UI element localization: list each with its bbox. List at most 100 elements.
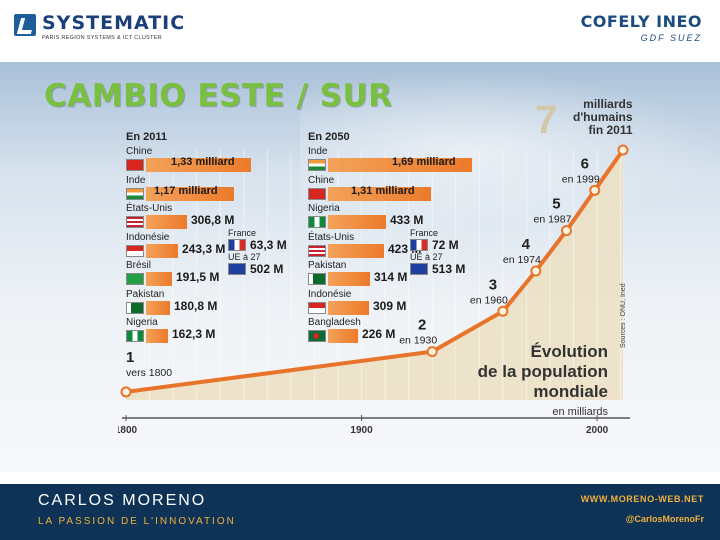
country-row: Indonésie 309 M [308, 289, 538, 317]
population-value: 162,3 M [172, 327, 216, 341]
country-name: Inde [126, 174, 146, 186]
population-value: 243,3 M [182, 241, 226, 256]
population-bar [328, 243, 384, 258]
usa-flag-icon [308, 244, 326, 257]
curve-area [126, 150, 623, 400]
population-value: 309 M [373, 298, 407, 313]
country-name: Chine [126, 146, 153, 157]
seven-caption-line-2: d'humains [573, 110, 633, 124]
milestone-point [560, 225, 572, 237]
population-value: 226 M [362, 327, 396, 341]
china-flag-icon [308, 187, 326, 200]
country-row: Bangladesh 226 M [308, 317, 538, 345]
population-value: 433 M [390, 213, 424, 227]
x-axis-tick-label: 2000 [586, 425, 609, 436]
right-france-label: France [410, 228, 439, 238]
milestone-date-label: en 1930 [399, 335, 437, 347]
footer-website: WWW.MORENO-WEB.NET [580, 494, 704, 504]
country-name: Indonésie [126, 231, 170, 243]
country-name: Pakistan [308, 260, 347, 271]
country-name: Indonésie [308, 288, 352, 300]
milestone-point [497, 305, 509, 317]
population-bar [146, 300, 170, 315]
cofely-logo-text: COFELY INEO [580, 12, 702, 31]
country-row: Inde 1,69 milliard [308, 146, 538, 174]
gdf-suez-logo-text: GDF SUEZ [640, 33, 702, 43]
left-france-block: France 63,3 M UE à 27 502 M [228, 228, 318, 276]
evolution-title-line-2: de la population [477, 362, 608, 381]
big-seven-number: 7 [535, 98, 558, 142]
milestone-value-label: 6 [581, 155, 589, 172]
country-name: Brésil [126, 260, 152, 271]
left-france-label: France [228, 228, 257, 238]
source-note: Sources : ONU, Ined [620, 283, 627, 348]
country-row: Nigeria 162,3 M [126, 317, 356, 345]
population-bar [146, 272, 172, 286]
right-ue-label: UE à 27 [410, 252, 443, 262]
systematic-logo-subtitle: PARIS REGION SYSTEMS & ICT CLUSTER [42, 35, 163, 41]
footer-twitter-handle: @CarlosMorenoFr [625, 514, 704, 524]
population-bar [328, 329, 358, 343]
population-bar [146, 243, 178, 258]
nigeria-flag-icon [126, 330, 144, 342]
systematic-logo-icon [14, 14, 36, 36]
milestone-value-label: 5 [552, 196, 560, 213]
milestone-date-label: en 1999 [562, 173, 600, 185]
india-flag-icon [126, 187, 144, 200]
right-france-value: 72 M [432, 238, 459, 252]
population-value: 314 M [374, 270, 408, 284]
population-value: 306,8 M [191, 213, 235, 227]
population-value: 1,17 milliard [154, 184, 218, 197]
footer: CARLOS MORENO LA PASSION DE L'INNOVATION… [0, 484, 720, 540]
population-bar [328, 272, 370, 286]
infographic: 1 vers 1800 2 en 1930 3 en 1960 4 en 1974 5 en 19… [118, 98, 638, 456]
milestone-point [426, 346, 438, 358]
milestone-point [589, 184, 601, 196]
milestone-date-label: en 1987 [533, 214, 571, 226]
country-row: Chine 1,31 milliard [308, 175, 538, 203]
country-name: Nigeria [308, 203, 340, 214]
footer-author-name: CARLOS MORENO [38, 492, 207, 509]
x-axis-tick-label: 1900 [350, 425, 373, 436]
population-bar [328, 215, 386, 229]
milestone-date-label: en 1974 [503, 254, 541, 266]
india-flag-icon [308, 159, 326, 171]
population-value: 180,8 M [174, 298, 218, 313]
population-bar [328, 158, 472, 172]
population-value: 1,69 milliard [392, 156, 456, 168]
usa-flag-icon [126, 216, 144, 228]
milestone-value-label: 3 [489, 276, 497, 293]
milestone-date-label: vers 1800 [126, 367, 172, 379]
country-name: Bangladesh [308, 317, 361, 328]
right-france-block: France 72 M UE à 27 513 M [410, 228, 500, 276]
country-row: Pakistan 180,8 M [126, 289, 356, 317]
milestone-point [530, 265, 542, 277]
systematic-logo: SYSTEMATIC PARIS REGION SYSTEMS & ICT CL… [14, 12, 204, 44]
country-row: Brésil 191,5 M [126, 260, 356, 288]
france-flag-icon [228, 239, 246, 251]
country-name: Inde [308, 146, 328, 157]
country-row: Indonésie 243,3 M [126, 232, 356, 260]
left-column-heading: En 2011 [126, 131, 167, 143]
milestone-point [120, 386, 132, 398]
left-france-value: 63,3 M [250, 238, 287, 252]
country-row: Pakistan 314 M [308, 260, 538, 288]
indonesia-flag-icon [308, 301, 326, 314]
nigeria-flag-icon [308, 216, 326, 228]
population-value: 1,33 milliard [171, 156, 235, 168]
country-name: États-Unis [308, 231, 355, 243]
milestone-value-label: 1 [126, 349, 134, 366]
x-axis-tick-label: 1800 [118, 425, 138, 436]
evolution-title-line-1: Évolution [530, 342, 608, 361]
pakistan-flag-icon [308, 273, 326, 285]
eu-flag-icon [228, 263, 246, 275]
country-name: États-Unis [126, 203, 173, 214]
right-ue-value: 513 M [432, 262, 466, 276]
seven-caption-line-1: milliards [583, 97, 633, 111]
brazil-flag-icon [126, 273, 144, 285]
evolution-unit: en milliards [552, 406, 608, 418]
bangladesh-flag-icon [308, 330, 326, 342]
population-bar [146, 329, 168, 343]
country-row: Inde 1,17 milliard [126, 175, 356, 203]
